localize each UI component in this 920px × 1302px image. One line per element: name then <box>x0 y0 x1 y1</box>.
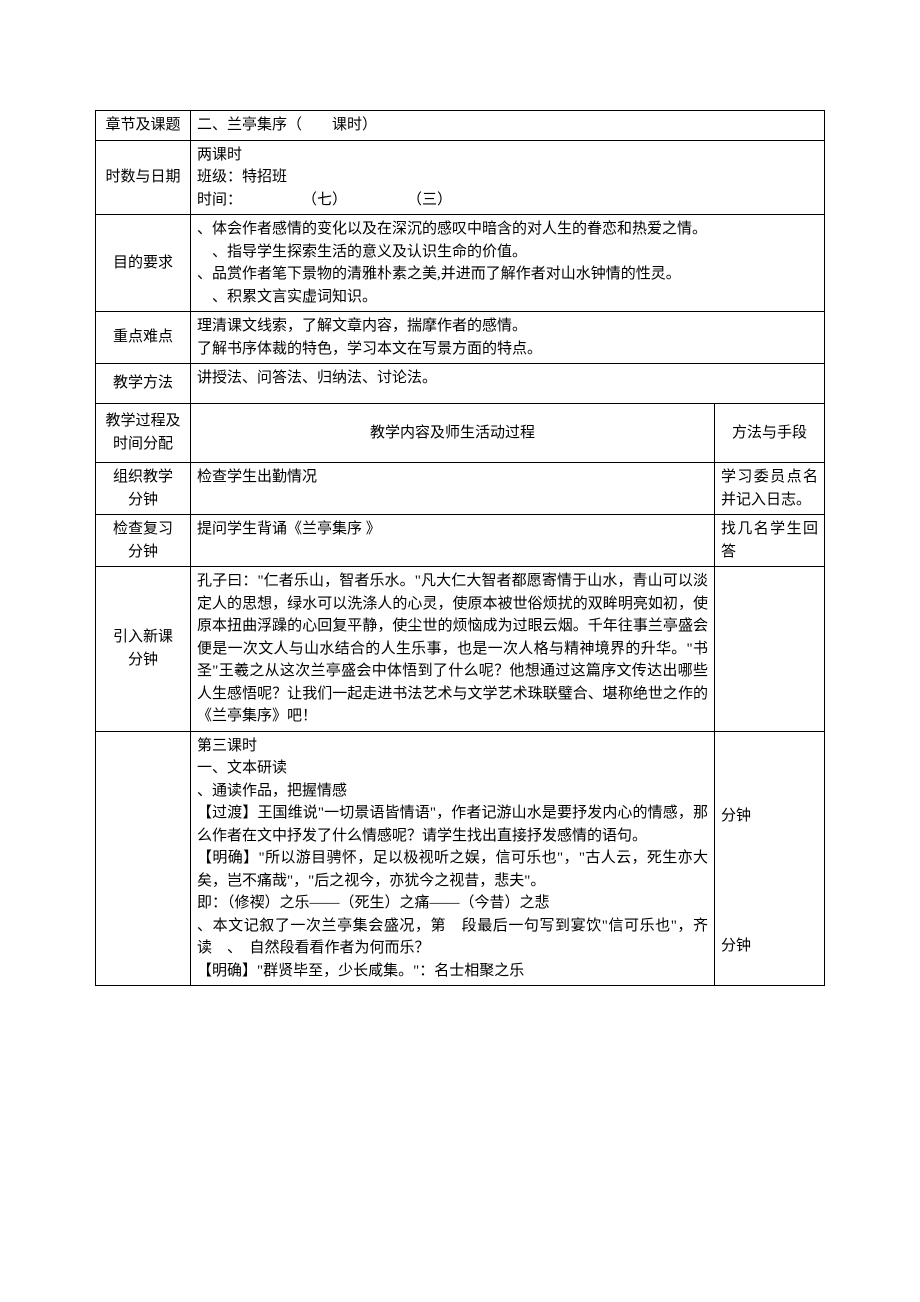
label-time: 时数与日期 <box>96 140 191 215</box>
value-key: 理清课文线索，了解文章内容，揣摩作者的感情。 了解书序体裁的特色，学习本文在写景… <box>191 312 825 364</box>
goal-line1: 、体会作者感情的变化以及在深沉的感叹中暗含的对人生的眷恋和热爱之情。 <box>197 218 818 241</box>
label-main <box>96 731 191 986</box>
key-line1: 理清课文线索，了解文章内容，揣摩作者的感情。 <box>197 315 818 338</box>
time-line3: 时间： （七） （三） <box>197 189 818 212</box>
review-l1: 检查复习 <box>102 518 184 541</box>
goal-line4: 、积累文言实虚词知识。 <box>197 286 818 309</box>
method-org: 学习委员点名并记入日志。 <box>714 463 824 515</box>
main-l6: 即：（修禊）之乐——（死生）之痛——（今昔）之悲 <box>197 892 708 915</box>
org-l2: 分钟 <box>102 489 184 512</box>
goal-line3: 、品赏作者笔下景物的清雅朴素之美,并进而了解作者对山水钟情的性灵。 <box>197 263 818 286</box>
value-time: 两课时 班级：特招班 时间： （七） （三） <box>191 140 825 215</box>
content-main: 第三课时 一、文本研读 、通读作品，把握情感 【过渡】王国维说"一切景语皆情语"… <box>191 731 715 986</box>
main-l1: 第三课时 <box>197 735 708 758</box>
row-goal: 目的要求 、体会作者感情的变化以及在深沉的感叹中暗含的对人生的眷恋和热爱之情。 … <box>96 215 825 312</box>
method-review: 找几名学生回答 <box>714 515 824 567</box>
intro-l1: 引入新课 <box>102 626 184 649</box>
key-line2: 了解书序体裁的特色，学习本文在写景方面的特点。 <box>197 338 818 361</box>
row-org: 组织教学 分钟 检查学生出勤情况 学习委员点名并记入日志。 <box>96 463 825 515</box>
label-chapter: 章节及课题 <box>96 111 191 141</box>
row-main: 第三课时 一、文本研读 、通读作品，把握情感 【过渡】王国维说"一切景语皆情语"… <box>96 731 825 986</box>
main-method1: 分钟 <box>721 805 818 828</box>
value-chapter: 二、兰亭集序（ 课时） <box>191 111 825 141</box>
row-key: 重点难点 理清课文线索，了解文章内容，揣摩作者的感情。 了解书序体裁的特色，学习… <box>96 312 825 364</box>
row-method: 教学方法 讲授法、问答法、归纳法、讨论法。 <box>96 364 825 404</box>
main-method2: 分钟 <box>721 935 818 958</box>
label-org: 组织教学 分钟 <box>96 463 191 515</box>
main-l4: 【过渡】王国维说"一切景语皆情语"，作者记游山水是要抒发内心的情感，那么作者在文… <box>197 802 708 847</box>
method-intro <box>714 567 824 732</box>
intro-l2: 分钟 <box>102 649 184 672</box>
org-l1: 组织教学 <box>102 466 184 489</box>
method-main: 分钟 分钟 <box>714 731 824 986</box>
row-intro: 引入新课 分钟 孔子曰："仁者乐山，智者乐水。"凡大仁大智者都愿寄情于山水，青山… <box>96 567 825 732</box>
content-org: 检查学生出勤情况 <box>191 463 715 515</box>
time-line1: 两课时 <box>197 144 818 167</box>
label-review: 检查复习 分钟 <box>96 515 191 567</box>
col-process: 教学过程及时间分配 <box>96 403 191 463</box>
col-method: 方法与手段 <box>714 403 824 463</box>
lesson-plan-table: 章节及课题 二、兰亭集序（ 课时） 时数与日期 两课时 班级：特招班 时间： （… <box>95 110 825 986</box>
label-intro: 引入新课 分钟 <box>96 567 191 732</box>
time-line2: 班级：特招班 <box>197 166 818 189</box>
review-l2: 分钟 <box>102 541 184 564</box>
row-review: 检查复习 分钟 提问学生背诵《兰亭集序 》 找几名学生回答 <box>96 515 825 567</box>
row-time: 时数与日期 两课时 班级：特招班 时间： （七） （三） <box>96 140 825 215</box>
col-content: 教学内容及师生活动过程 <box>191 403 715 463</box>
main-l3: 、通读作品，把握情感 <box>197 780 708 803</box>
main-l5: 【明确】"所以游目骋怀，足以极视听之娱，信可乐也"，"古人云，死生亦大矣，岂不痛… <box>197 847 708 892</box>
lesson-plan-page: 章节及课题 二、兰亭集序（ 课时） 时数与日期 两课时 班级：特招班 时间： （… <box>0 0 920 1302</box>
content-intro: 孔子曰："仁者乐山，智者乐水。"凡大仁大智者都愿寄情于山水，青山可以淡定人的思想… <box>191 567 715 732</box>
content-review: 提问学生背诵《兰亭集序 》 <box>191 515 715 567</box>
value-goal: 、体会作者感情的变化以及在深沉的感叹中暗含的对人生的眷恋和热爱之情。 、指导学生… <box>191 215 825 312</box>
main-l2: 一、文本研读 <box>197 757 708 780</box>
goal-line2: 、指导学生探索生活的意义及认识生命的价值。 <box>197 241 818 264</box>
label-method: 教学方法 <box>96 364 191 404</box>
row-chapter: 章节及课题 二、兰亭集序（ 课时） <box>96 111 825 141</box>
main-l7: 、本文记叙了一次兰亭集会盛况，第 段最后一句写到宴饮"信可乐也"，齐读 、 自然… <box>197 915 708 960</box>
row-column-headers: 教学过程及时间分配 教学内容及师生活动过程 方法与手段 <box>96 403 825 463</box>
label-goal: 目的要求 <box>96 215 191 312</box>
value-method: 讲授法、问答法、归纳法、讨论法。 <box>191 364 825 404</box>
main-l8: 【明确】"群贤毕至，少长咸集。"：名士相聚之乐 <box>197 960 708 983</box>
label-key: 重点难点 <box>96 312 191 364</box>
